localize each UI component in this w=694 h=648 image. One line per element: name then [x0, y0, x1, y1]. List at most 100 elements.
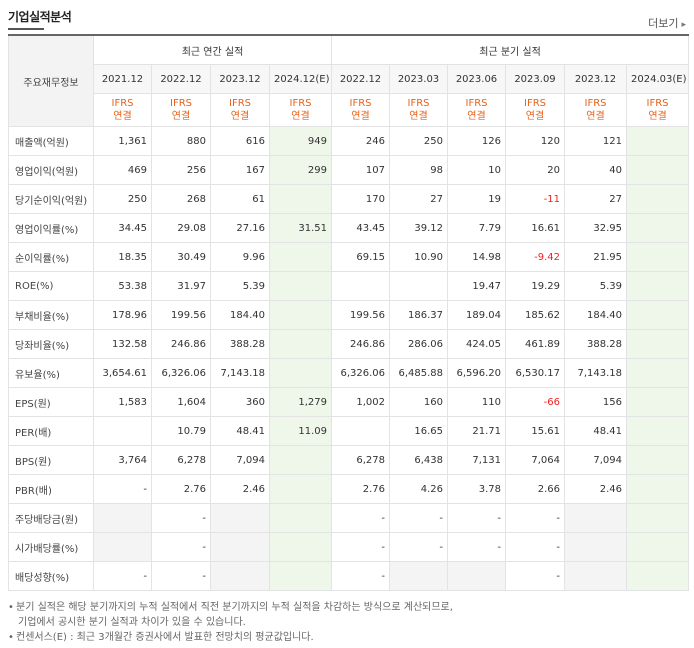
table-body: 매출액(억원) 1,361 880 616 949 246 250 126 120 121 영업이익… [8, 126, 690, 591]
cell-quarter-3: -11 [505, 184, 565, 214]
cell-quarter-5 [625, 271, 690, 301]
table-row: 배당성향(%) - - - - [8, 561, 690, 591]
table-row: 매출액(억원) 1,361 880 616 949 246 250 126 120 121 [8, 126, 690, 156]
cell-quarter-3: 2.66 [505, 474, 565, 504]
cell-annual-3 [269, 271, 332, 301]
title-underline [8, 28, 44, 30]
cell-quarter-1: 6,485.88 [389, 358, 448, 388]
ifrs-header-row: IFRS 연결 IFRS 연결 IFRS 연결 IFRS 연결 IFRS 연결 IFRS 연결 IFRS… [9, 93, 690, 127]
cell-quarter-4: 156 [564, 387, 627, 417]
cell-quarter-2: 424.05 [447, 329, 506, 359]
cell-quarter-4: 184.40 [564, 300, 627, 330]
row-label: 당좌비율(%) [8, 329, 94, 359]
cell-annual-0: 469 [93, 155, 152, 185]
cell-annual-1: - [151, 561, 211, 591]
cell-annual-3 [269, 329, 332, 359]
row-label: 순이익률(%) [8, 242, 94, 272]
cell-quarter-3: 15.61 [505, 416, 565, 446]
cell-annual-3 [269, 474, 332, 504]
cell-quarter-1: 4.26 [389, 474, 448, 504]
cell-annual-3: 31.51 [269, 213, 332, 243]
cell-annual-2: 7,143.18 [210, 358, 270, 388]
cell-annual-0: 53.38 [93, 271, 152, 301]
period-header-row: 2021.12 2022.12 2023.12 2024.12(E) 2022.12 20… [9, 64, 690, 94]
ifrs-label: IFRS 연결 [331, 93, 390, 127]
cell-quarter-3: 16.61 [505, 213, 565, 243]
cell-quarter-2: 19 [447, 184, 506, 214]
footnote-1: • 분기 실적은 해당 분기까지의 누적 실적에서 직전 분기까지의 누적 실적을… [8, 602, 453, 613]
table-row: 영업이익(억원) 469 256 167 299 107 98 10 20 40 [8, 155, 690, 185]
cell-quarter-5 [625, 474, 690, 504]
cell-quarter-5 [625, 532, 690, 562]
cell-quarter-0: - [331, 561, 390, 591]
cell-quarter-3: - [505, 561, 565, 591]
cell-quarter-5 [625, 329, 690, 359]
cell-quarter-3: -9.42 [505, 242, 565, 272]
cell-annual-1: - [151, 503, 211, 533]
cell-quarter-4: 388.28 [564, 329, 627, 359]
more-link[interactable]: 더보기 ▸ [648, 15, 686, 31]
cell-quarter-3: -66 [505, 387, 565, 417]
cell-quarter-4 [564, 561, 627, 591]
cell-annual-1: 1,604 [151, 387, 211, 417]
cell-quarter-0: - [331, 532, 390, 562]
period-quarter-0: 2022.12 [331, 64, 390, 94]
cell-quarter-0: 6,278 [331, 445, 390, 475]
cell-quarter-2: 21.71 [447, 416, 506, 446]
cell-quarter-2: 3.78 [447, 474, 506, 504]
row-header: 주요재무정보 [8, 34, 94, 127]
cell-annual-1: - [151, 532, 211, 562]
cell-annual-0 [93, 503, 152, 533]
cell-quarter-4: 121 [564, 126, 627, 156]
cell-annual-1: 31.97 [151, 271, 211, 301]
period-annual-3: 2024.12(E) [269, 64, 332, 94]
cell-annual-1: 2.76 [151, 474, 211, 504]
cell-annual-1: 246.86 [151, 329, 211, 359]
period-quarter-4: 2023.12 [564, 64, 627, 94]
cell-quarter-0 [331, 271, 390, 301]
cell-quarter-2: 6,596.20 [447, 358, 506, 388]
section-title: 기업실적분석 [8, 10, 72, 24]
ifrs-label: IFRS 연결 [447, 93, 506, 127]
cell-quarter-0: 43.45 [331, 213, 390, 243]
cell-annual-3 [269, 184, 332, 214]
group-quarter: 최근 분기 실적 [330, 34, 690, 65]
row-label: BPS(원) [8, 445, 94, 475]
period-quarter-3: 2023.09 [505, 64, 565, 94]
cell-quarter-4: 32.95 [564, 213, 627, 243]
cell-annual-1: 29.08 [151, 213, 211, 243]
cell-annual-1: 880 [151, 126, 211, 156]
cell-quarter-2: 14.98 [447, 242, 506, 272]
cell-quarter-1 [389, 561, 448, 591]
cell-quarter-1: 160 [389, 387, 448, 417]
cell-quarter-1: - [389, 532, 448, 562]
cell-annual-0: 18.35 [93, 242, 152, 272]
cell-quarter-0: - [331, 503, 390, 533]
cell-annual-1: 256 [151, 155, 211, 185]
cell-quarter-1: 6,438 [389, 445, 448, 475]
cell-annual-2: 167 [210, 155, 270, 185]
table-row: 당기순이익(억원) 250 268 61 170 27 19 -11 27 [8, 184, 690, 214]
cell-quarter-3: 461.89 [505, 329, 565, 359]
cell-annual-0: 132.58 [93, 329, 152, 359]
row-label: 유보율(%) [8, 358, 94, 388]
ifrs-label: IFRS 연결 [564, 93, 627, 127]
cell-annual-0: 34.45 [93, 213, 152, 243]
ifrs-label: IFRS 연결 [210, 93, 270, 127]
period-quarter-1: 2023.03 [389, 64, 448, 94]
cell-quarter-4: 7,143.18 [564, 358, 627, 388]
cell-quarter-4: 2.46 [564, 474, 627, 504]
row-label: 배당성향(%) [8, 561, 94, 591]
cell-quarter-0: 1,002 [331, 387, 390, 417]
cell-annual-3 [269, 532, 332, 562]
row-label: 시가배당률(%) [8, 532, 94, 562]
cell-quarter-1: 286.06 [389, 329, 448, 359]
cell-quarter-2: 189.04 [447, 300, 506, 330]
cell-quarter-3: 120 [505, 126, 565, 156]
cell-annual-2 [210, 532, 270, 562]
cell-quarter-4: 5.39 [564, 271, 627, 301]
row-label: 영업이익(억원) [8, 155, 94, 185]
table-row: EPS(원) 1,583 1,604 360 1,279 1,002 160 110 -66 15… [8, 387, 690, 417]
cell-quarter-4 [564, 532, 627, 562]
cell-quarter-0: 199.56 [331, 300, 390, 330]
